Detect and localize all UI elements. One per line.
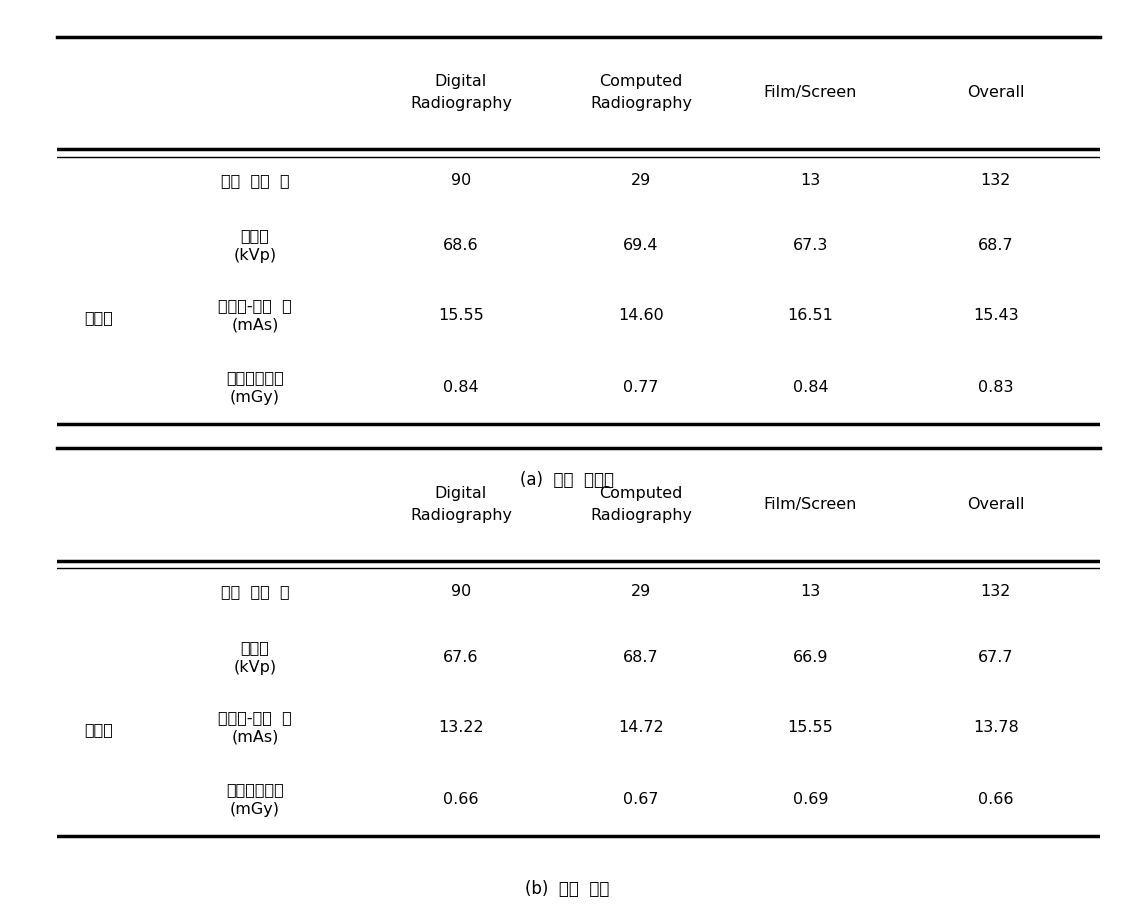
Text: 132: 132 bbox=[981, 585, 1010, 599]
Text: 13: 13 bbox=[801, 173, 821, 188]
Text: 0.84: 0.84 bbox=[443, 380, 479, 395]
Text: 0.66: 0.66 bbox=[978, 791, 1014, 807]
Text: 0.84: 0.84 bbox=[793, 380, 828, 395]
Text: 평균값: 평균값 bbox=[84, 722, 113, 737]
Text: 평균값: 평균값 bbox=[84, 310, 113, 325]
Text: 14.60: 14.60 bbox=[618, 308, 663, 323]
Text: 90: 90 bbox=[451, 173, 471, 188]
Text: 입사표면선량
(mGy): 입사표면선량 (mGy) bbox=[226, 781, 284, 816]
Text: 67.6: 67.6 bbox=[443, 650, 479, 665]
Text: Overall: Overall bbox=[967, 497, 1024, 512]
Text: 68.7: 68.7 bbox=[623, 650, 659, 665]
Text: (b)  두부  측면: (b) 두부 측면 bbox=[525, 880, 609, 899]
Text: 입사표면선량
(mGy): 입사표면선량 (mGy) bbox=[226, 370, 284, 404]
Text: 15.43: 15.43 bbox=[973, 308, 1018, 323]
Text: 15.55: 15.55 bbox=[788, 720, 833, 735]
Text: 대상  장치  수: 대상 장치 수 bbox=[221, 585, 289, 599]
Text: 0.77: 0.77 bbox=[624, 380, 659, 395]
Text: 0.67: 0.67 bbox=[624, 791, 659, 807]
Text: 15.55: 15.55 bbox=[438, 308, 484, 323]
Text: 13.78: 13.78 bbox=[973, 720, 1018, 735]
Text: 0.66: 0.66 bbox=[443, 791, 479, 807]
Text: Digital
Radiography: Digital Radiography bbox=[411, 486, 511, 523]
Text: 69.4: 69.4 bbox=[624, 238, 659, 253]
Text: 68.6: 68.6 bbox=[443, 238, 479, 253]
Text: 29: 29 bbox=[631, 585, 651, 599]
Text: 대상  장치  수: 대상 장치 수 bbox=[221, 173, 289, 188]
Text: Computed
Radiography: Computed Radiography bbox=[590, 74, 692, 112]
Text: 66.9: 66.9 bbox=[793, 650, 828, 665]
Text: 관전압
(kVp): 관전압 (kVp) bbox=[234, 229, 277, 264]
Text: 0.69: 0.69 bbox=[793, 791, 828, 807]
Text: 관전류-시간  곱
(mAs): 관전류-시간 곱 (mAs) bbox=[218, 710, 291, 745]
Text: 13: 13 bbox=[801, 585, 821, 599]
Text: 16.51: 16.51 bbox=[787, 308, 833, 323]
Text: Computed
Radiography: Computed Radiography bbox=[590, 486, 692, 523]
Text: 132: 132 bbox=[981, 173, 1010, 188]
Text: 90: 90 bbox=[451, 585, 471, 599]
Text: 67.3: 67.3 bbox=[793, 238, 828, 253]
Text: 13.22: 13.22 bbox=[438, 720, 484, 735]
Text: 14.72: 14.72 bbox=[618, 720, 663, 735]
Text: Overall: Overall bbox=[967, 85, 1024, 101]
Text: 관전류-시간  곱
(mAs): 관전류-시간 곱 (mAs) bbox=[218, 298, 291, 333]
Text: 67.7: 67.7 bbox=[978, 650, 1014, 665]
Text: 0.83: 0.83 bbox=[978, 380, 1014, 395]
Text: Digital
Radiography: Digital Radiography bbox=[411, 74, 511, 112]
Text: Film/Screen: Film/Screen bbox=[764, 497, 857, 512]
Text: 68.7: 68.7 bbox=[978, 238, 1014, 253]
Text: 관전압
(kVp): 관전압 (kVp) bbox=[234, 640, 277, 675]
Text: Film/Screen: Film/Screen bbox=[764, 85, 857, 101]
Text: (a)  두부  전후면: (a) 두부 전후면 bbox=[521, 471, 613, 490]
Text: 29: 29 bbox=[631, 173, 651, 188]
